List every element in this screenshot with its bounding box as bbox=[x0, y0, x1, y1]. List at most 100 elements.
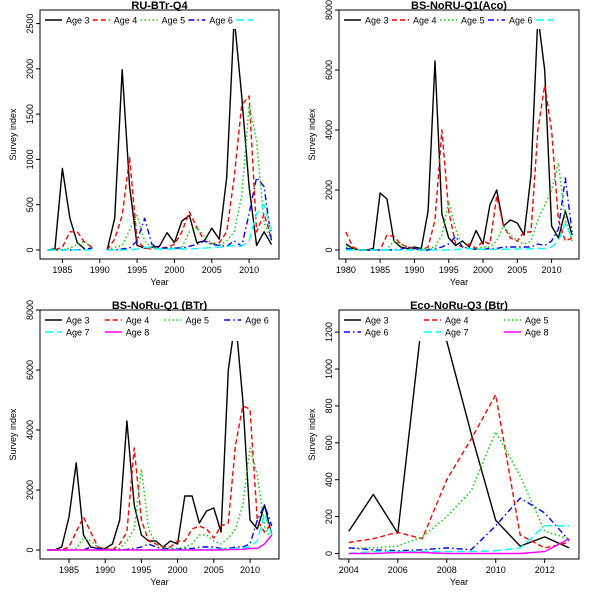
legend-label: Age 3 bbox=[66, 16, 90, 26]
legend-label: Age 5 bbox=[186, 316, 210, 326]
y-tick-label: 2000 bbox=[25, 59, 35, 79]
series-line-age-5 bbox=[47, 447, 273, 551]
x-tick-label: 2004 bbox=[339, 565, 359, 575]
y-tick-label: 8000 bbox=[25, 300, 35, 320]
x-tick-label: 1995 bbox=[439, 265, 459, 275]
x-axis-label: Year bbox=[150, 577, 168, 587]
y-axis-label: Survey index bbox=[8, 108, 18, 161]
x-tick-label: 1980 bbox=[336, 265, 356, 275]
legend-label: Age 3 bbox=[365, 316, 389, 326]
legend-label: Age 8 bbox=[525, 328, 549, 338]
y-tick-label: 0 bbox=[324, 551, 334, 556]
x-axis-label: Year bbox=[450, 277, 468, 287]
chart-title: BS-NoRU-Q1(Aco) bbox=[411, 0, 507, 12]
x-tick-label: 1985 bbox=[370, 265, 390, 275]
series-line-age-4 bbox=[345, 84, 573, 251]
chart-title: BS-NoRu-Q1 (BTr) bbox=[112, 300, 208, 312]
y-tick-label: 1500 bbox=[25, 104, 35, 124]
x-tick-label: 2008 bbox=[437, 565, 457, 575]
y-tick-label: 0 bbox=[324, 247, 334, 252]
plot-frame bbox=[338, 309, 580, 560]
legend-label: Age 6 bbox=[509, 16, 533, 26]
series-line-age-3 bbox=[345, 15, 573, 251]
series-line-age-7 bbox=[348, 525, 570, 555]
y-tick-label: 500 bbox=[25, 197, 35, 212]
series-line-age-8 bbox=[348, 538, 570, 555]
legend-label: Age 5 bbox=[162, 16, 186, 26]
legend-label: Age 6 bbox=[365, 328, 389, 338]
series-line-age-4 bbox=[348, 394, 570, 549]
y-tick-label: 1000 bbox=[324, 359, 334, 379]
y-tick-label: 1200 bbox=[324, 322, 334, 342]
legend-background bbox=[340, 311, 578, 341]
legend: Age 3 Age 4 Age 5 Age 6 bbox=[340, 11, 578, 29]
plot-frame bbox=[338, 9, 580, 260]
legend-label: Age 6 bbox=[209, 16, 233, 26]
x-tick-label: 2010 bbox=[486, 565, 506, 575]
panel-eco-noru-q3-btr: Eco-NoRu-Q3 (Btr) 2004 2006 2008 2010 2012 0 20… bbox=[307, 300, 580, 587]
y-axis-label: Survey index bbox=[307, 408, 317, 461]
x-tick-label: 2000 bbox=[473, 265, 493, 275]
y-axis-label: Survey index bbox=[307, 108, 317, 161]
x-tick-label: 2000 bbox=[168, 565, 188, 575]
x-tick-label: 1990 bbox=[95, 565, 115, 575]
series-line-age-6 bbox=[348, 497, 570, 552]
legend-label: Age 4 bbox=[114, 16, 138, 26]
series-line-unnamed-4 bbox=[47, 204, 273, 251]
panel-ru-btr-q4: RU-BTr-Q4 1985 1990 1995 2000 2005 2010 0 500 100… bbox=[8, 0, 280, 287]
panel-bs-noru-q1-btr: BS-NoRu-Q1 (BTr) 1985 1990 1995 2000 2005 2010… bbox=[8, 300, 280, 587]
legend: Age 3 Age 4 Age 5 Age 6 bbox=[41, 11, 278, 29]
x-axis-label: Year bbox=[150, 277, 168, 287]
panel-bs-noru-q1-aco: BS-NoRU-Q1(Aco) 1980 1985 1990 1995 2000 2005 2… bbox=[307, 0, 580, 287]
legend-label: Age 5 bbox=[461, 16, 485, 26]
legend-label: Age 3 bbox=[66, 316, 90, 326]
legend-background bbox=[41, 11, 278, 29]
y-axis-label: Survey index bbox=[8, 408, 18, 461]
chart-title: RU-BTr-Q4 bbox=[131, 0, 188, 12]
x-tick-label: 1995 bbox=[127, 265, 147, 275]
series-line-unnamed-4 bbox=[345, 222, 573, 251]
series-line-age-8 bbox=[47, 534, 273, 551]
legend-label: Age 4 bbox=[413, 16, 437, 26]
y-tick-label: 4000 bbox=[25, 420, 35, 440]
x-tick-label: 1985 bbox=[52, 265, 72, 275]
legend-label: Age 7 bbox=[445, 328, 469, 338]
series-line-age-4 bbox=[47, 405, 273, 551]
y-tick-label: 400 bbox=[324, 472, 334, 487]
x-tick-label: 1995 bbox=[131, 565, 151, 575]
y-tick-label: 800 bbox=[324, 398, 334, 413]
x-tick-label: 2012 bbox=[535, 565, 555, 575]
y-tick-label: 2500 bbox=[25, 14, 35, 34]
x-tick-label: 2000 bbox=[164, 265, 184, 275]
x-tick-label: 2010 bbox=[240, 565, 260, 575]
legend: Age 3 Age 4 Age 5 Age 6 Age 7 Age 8 bbox=[41, 311, 278, 341]
y-tick-label: 6000 bbox=[25, 360, 35, 380]
x-tick-label: 2005 bbox=[204, 565, 224, 575]
y-tick-label: 1000 bbox=[25, 149, 35, 169]
y-tick-label: 0 bbox=[25, 547, 35, 552]
x-tick-label: 2010 bbox=[542, 265, 562, 275]
legend-background bbox=[41, 311, 278, 341]
x-tick-label: 2010 bbox=[239, 265, 259, 275]
y-tick-label: 4000 bbox=[324, 120, 334, 140]
x-tick-label: 1985 bbox=[59, 565, 79, 575]
series-line-age-6 bbox=[47, 176, 273, 251]
legend-label: Age 5 bbox=[525, 316, 549, 326]
series-line-age-5 bbox=[47, 104, 273, 251]
y-tick-label: 6000 bbox=[324, 60, 334, 80]
legend-label: Age 4 bbox=[445, 316, 469, 326]
series-line-age-4 bbox=[47, 95, 273, 251]
y-tick-label: 200 bbox=[324, 509, 334, 524]
legend-background bbox=[340, 11, 578, 29]
plot-frame bbox=[39, 309, 280, 560]
y-tick-label: 2000 bbox=[25, 480, 35, 500]
legend-label: Age 8 bbox=[126, 328, 150, 338]
y-tick-label: 600 bbox=[324, 435, 334, 450]
x-tick-label: 1990 bbox=[404, 265, 424, 275]
series-line-age-5 bbox=[345, 162, 573, 251]
legend-label: Age 3 bbox=[365, 16, 389, 26]
legend-label: Age 6 bbox=[245, 316, 269, 326]
x-axis-label: Year bbox=[450, 577, 468, 587]
series-line-age-3 bbox=[348, 316, 570, 549]
